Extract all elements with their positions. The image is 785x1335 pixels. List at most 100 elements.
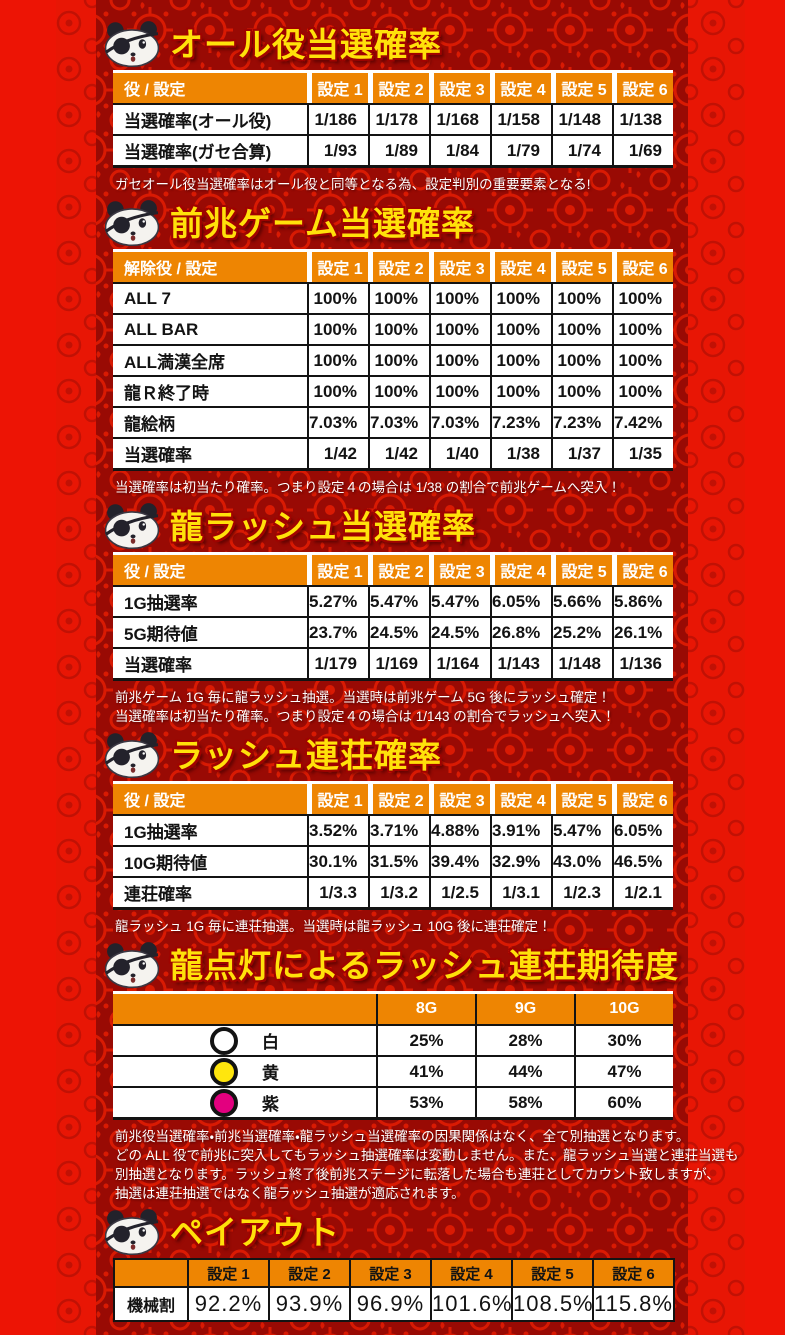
cell-value: 100% xyxy=(612,375,673,406)
cell-value: 1/178 xyxy=(368,103,429,134)
content-column: オール役当選確率 役 / 設定 設定 1 設定 2 設定 3 設定 4 設定 5… xyxy=(105,0,739,1322)
cell-value: 30.1% xyxy=(307,845,368,876)
cell-value: 100% xyxy=(612,282,673,313)
setting-header: 設定 3 xyxy=(429,73,490,103)
cell-value: 1/169 xyxy=(368,647,429,678)
setting-header: 設定 5 xyxy=(551,784,612,814)
setting-header: 設定 2 xyxy=(268,1258,351,1288)
note-line: 抽選は連荘抽選ではなく龍ラッシュ抽選が適応されます。 xyxy=(115,1186,465,1201)
setting-header: 設定 1 xyxy=(307,73,368,103)
row-label: 5G期待値 xyxy=(113,616,307,647)
cell-value: 7.23% xyxy=(551,406,612,437)
cell-value: 108.5% xyxy=(511,1286,594,1322)
cell-value: 53% xyxy=(376,1086,475,1117)
cell-value: 1/136 xyxy=(612,647,673,678)
cell-value: 5.47% xyxy=(368,585,429,616)
cell-value: 100% xyxy=(368,313,429,344)
cell-value: 5.47% xyxy=(429,585,490,616)
cell-value: 100% xyxy=(307,344,368,375)
cell-value: 1/148 xyxy=(551,647,612,678)
lamp-label: 白 xyxy=(262,1033,279,1052)
cell-value: 31.5% xyxy=(368,845,429,876)
row-label: 当選確率 xyxy=(113,647,307,678)
cell-value: 30% xyxy=(574,1024,673,1055)
row-label: 10G期待値 xyxy=(113,845,307,876)
table-row: ALL 7 100% 100% 100% 100% 100% 100% xyxy=(113,282,673,313)
setting-header: 設定 6 xyxy=(612,555,673,585)
setting-header: 設定 4 xyxy=(430,1258,513,1288)
section-header: ペイアウト xyxy=(105,1209,685,1255)
cell-value: 1/74 xyxy=(551,134,612,165)
row-label: ALL BAR xyxy=(113,313,307,344)
cell-value: 100% xyxy=(490,375,551,406)
table-row: 5G期待値 23.7% 24.5% 24.5% 26.8% 25.2% 26.1… xyxy=(113,616,673,647)
cell-value: 1/164 xyxy=(429,647,490,678)
cell-value: 1/168 xyxy=(429,103,490,134)
table-row: 黄 41% 44% 47% xyxy=(113,1055,673,1086)
row-label: ALL満漢全席 xyxy=(113,344,307,375)
table-header-row: 役 / 設定 設定 1 設定 2 設定 3 設定 4 設定 5 設定 6 xyxy=(113,784,673,814)
note-line: 別抽選となります。ラッシュ終了後前兆ステージに転落した場合も連荘としてカウント致… xyxy=(115,1167,720,1182)
note-text: 龍ラッシュ 1G 毎に連荘抽選。当選時は龍ラッシュ 10G 後に連荘確定！ xyxy=(115,919,552,934)
cell-value: 6.05% xyxy=(490,585,551,616)
cell-value: 100% xyxy=(551,313,612,344)
table-row: 龍絵柄 7.03% 7.03% 7.03% 7.23% 7.23% 7.42% xyxy=(113,406,673,437)
section-title: ペイアウト xyxy=(170,1213,340,1251)
cell-value: 1/84 xyxy=(429,134,490,165)
row-label: 龍絵柄 xyxy=(113,406,307,437)
cell-value: 47% xyxy=(574,1055,673,1086)
cell-value: 7.03% xyxy=(307,406,368,437)
table-header-row: 設定 1 設定 2 設定 3 設定 4 設定 5 設定 6 xyxy=(113,1258,675,1288)
all-yaku-table: 役 / 設定 設定 1 設定 2 設定 3 設定 4 設定 5 設定 6 当選確… xyxy=(113,70,673,168)
cell-value: 1/186 xyxy=(307,103,368,134)
cell-value: 7.03% xyxy=(368,406,429,437)
cell-value: 4.88% xyxy=(429,814,490,845)
cell-value: 100% xyxy=(490,313,551,344)
setting-header: 設定 2 xyxy=(368,784,429,814)
setting-header: 設定 3 xyxy=(429,555,490,585)
cell-value: 1/38 xyxy=(490,437,551,468)
cell-value: 93.9% xyxy=(268,1286,351,1322)
cell-value: 1/37 xyxy=(551,437,612,468)
setting-header: 設定 1 xyxy=(187,1258,270,1288)
cell-value: 100% xyxy=(368,375,429,406)
section-payout: ペイアウト 設定 1 設定 2 設定 3 設定 4 設定 5 設定 6 機械割 … xyxy=(105,1209,685,1322)
cell-value: 7.23% xyxy=(490,406,551,437)
setting-header: 設定 6 xyxy=(612,73,673,103)
cell-value: 1/89 xyxy=(368,134,429,165)
note-text: 当選確率は初当たり確率。つまり設定４の場合は 1/38 の割合で前兆ゲームへ突入… xyxy=(115,480,621,495)
table-row: ALL満漢全席 100% 100% 100% 100% 100% 100% xyxy=(113,344,673,375)
table-row: 白 25% 28% 30% xyxy=(113,1024,673,1055)
cell-value: 1/3.3 xyxy=(307,876,368,907)
note-line: どの ALL 役で前兆に突入してもラッシュ抽選確率は変動しません。また、龍ラッシ… xyxy=(115,1148,739,1163)
table-row: 紫 53% 58% 60% xyxy=(113,1086,673,1117)
ryu-rush-table: 役 / 設定 設定 1 設定 2 設定 3 設定 4 設定 5 設定 6 1G抽… xyxy=(113,552,673,681)
setting-header: 設定 2 xyxy=(368,73,429,103)
zencho-table: 解除役 / 設定 設定 1 設定 2 設定 3 設定 4 設定 5 設定 6 A… xyxy=(113,249,673,471)
table-col-header: 役 / 設定 xyxy=(113,784,307,814)
section-header: 龍点灯によるラッシュ連荘期待度 xyxy=(105,942,685,988)
cell-value: 96.9% xyxy=(349,1286,432,1322)
note-text: 前兆役当選確率・前兆当選確率・龍ラッシュ当選確率の因果関係はなく、全て別抽選とな… xyxy=(115,1127,739,1203)
cell-value: 1/3.2 xyxy=(368,876,429,907)
cell-value: 5.86% xyxy=(612,585,673,616)
cell-value: 28% xyxy=(475,1024,574,1055)
section-header: 前兆ゲーム当選確率 xyxy=(105,200,685,246)
section-title: 龍点灯によるラッシュ連荘期待度 xyxy=(170,946,680,984)
lamp-label: 黄 xyxy=(262,1064,279,1083)
lamp-label: 紫 xyxy=(262,1095,279,1114)
cell-value: 25% xyxy=(376,1024,475,1055)
cell-value: 100% xyxy=(307,313,368,344)
cell-value: 100% xyxy=(429,282,490,313)
setting-header: 設定 1 xyxy=(307,252,368,282)
cell-value: 60% xyxy=(574,1086,673,1117)
table-row: 当選確率(オール役) 1/186 1/178 1/168 1/158 1/148… xyxy=(113,103,673,134)
setting-header: 設定 3 xyxy=(429,784,490,814)
setting-header: 設定 4 xyxy=(490,73,551,103)
setting-header: 設定 3 xyxy=(349,1258,432,1288)
cell-value: 43.0% xyxy=(551,845,612,876)
row-label: 龍Ｒ終了時 xyxy=(113,375,307,406)
payout-table: 設定 1 設定 2 設定 3 設定 4 設定 5 設定 6 機械割 92.2% … xyxy=(113,1258,675,1322)
cell-value: 100% xyxy=(368,282,429,313)
cell-value: 100% xyxy=(307,282,368,313)
